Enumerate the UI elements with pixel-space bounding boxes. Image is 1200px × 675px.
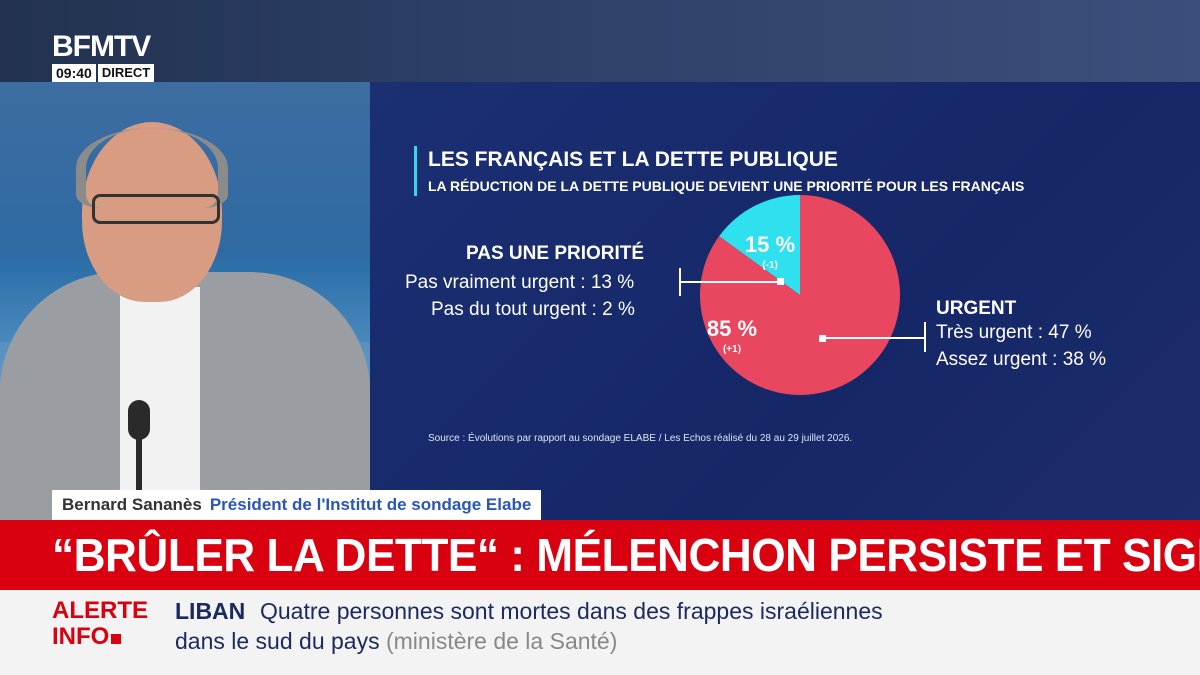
live-label: DIRECT	[97, 64, 155, 82]
alert-dot-icon	[111, 634, 122, 644]
logo-text: BFMTV	[52, 30, 151, 63]
headline-bar	[0, 520, 1200, 590]
channel-logo: BFMTV 09:40 DIRECT	[52, 32, 172, 82]
news-ticker	[0, 590, 1200, 675]
clock-time: 09:40	[52, 64, 96, 82]
pie-slice-1	[700, 195, 900, 395]
pie-value-label-0: 15 %	[745, 232, 795, 257]
pie-slice-0	[719, 195, 800, 295]
pie-value-label-1: 85 %	[707, 316, 757, 341]
right-item-1: Très urgent : 47 %	[936, 322, 1092, 343]
ticker-text-line1: Quatre personnes sont mortes dans des fr…	[260, 598, 883, 624]
left-group-title: PAS UNE PRIORITÉ	[466, 243, 645, 264]
ticker-text-line2-wrap: dans le sud du pays (ministère de la San…	[175, 628, 617, 655]
left-item-1: Pas vraiment urgent : 13 %	[405, 272, 635, 293]
guest-caption: Bernard Sananès Président de l'Institut …	[52, 490, 542, 520]
right-group-title: URGENT	[936, 298, 1017, 319]
pie-chart: 15 % (-1) 85 % (+1)	[679, 195, 926, 395]
alert-label-line2: INFO	[52, 623, 110, 650]
studio-video	[0, 82, 370, 520]
ticker-text-line2: dans le sud du pays	[175, 628, 380, 654]
pie-change-label-1: (+1)	[723, 344, 741, 355]
headline: “BRÛLER LA DETTE“ : MÉLENCHON PERSISTE E…	[52, 529, 1200, 581]
top-band	[0, 0, 1200, 82]
ticker-topic: LIBAN	[175, 598, 246, 624]
ticker-source: (ministère de la Santé)	[385, 628, 618, 654]
guest-name: Bernard Sananès	[62, 495, 202, 514]
microphone-stand	[136, 432, 142, 520]
chart-subtitle: LA RÉDUCTION DE LA DETTE PUBLIQUE DEVIEN…	[428, 178, 1025, 194]
chart-title: LES FRANÇAIS ET LA DETTE PUBLIQUE	[428, 148, 838, 171]
alert-label: ALERTE INFO	[52, 598, 148, 650]
guest-glasses	[92, 194, 220, 224]
right-item-2: Assez urgent : 38 %	[936, 349, 1107, 370]
guest-role: Président de l'Institut de sondage Elabe	[209, 495, 532, 514]
alert-label-line1: ALERTE	[52, 597, 148, 624]
title-accent-bar	[414, 146, 417, 196]
chart-source: Source : Évolutions par rapport au sonda…	[428, 433, 853, 444]
alert-label-line2-wrap: INFO	[52, 624, 148, 650]
microphone-icon	[128, 400, 150, 440]
live-clock: 09:40 DIRECT	[52, 64, 155, 82]
guest-hair	[76, 128, 228, 208]
left-item-2: Pas du tout urgent : 2 %	[431, 299, 635, 320]
left-connector-dot	[777, 278, 784, 285]
pie-change-label-0: (-1)	[762, 260, 778, 271]
right-connector-dot	[819, 335, 826, 342]
